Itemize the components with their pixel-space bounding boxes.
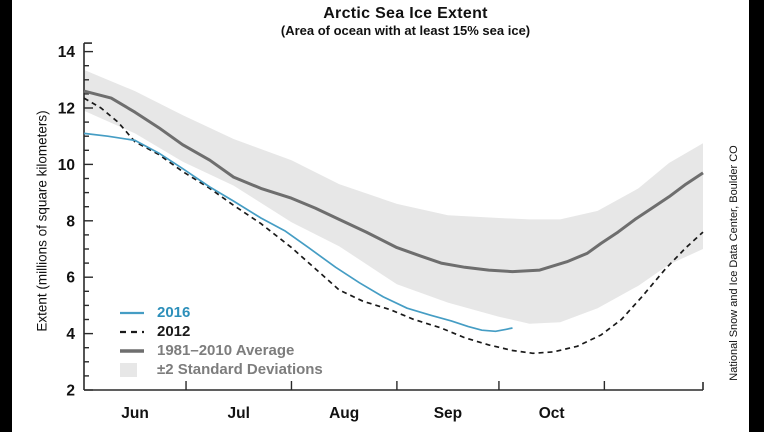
std-dev-band [84,69,703,324]
line-2012 [83,97,704,355]
y-tick-label: 2 [66,383,75,400]
line-2016 [83,132,513,333]
legend-swatch-filled-band [118,362,148,378]
legend-label: ±2 Standard Deviations [157,361,323,378]
y-axis-title: Extent (millions of square kilometers) [34,110,50,332]
chart-title: Arctic Sea Ice Extent [323,5,488,22]
legend-label: 2012 [157,323,191,340]
y-tick-label: 10 [58,157,75,174]
y-tick-label: 6 [66,270,75,287]
chart-canvas: Arctic Sea Ice Extent (Area of ocean wit… [12,0,749,432]
y-tick-label: 14 [58,44,76,61]
legend-swatch-line-thick-gray [118,347,148,355]
legend-swatch-line-dashed-black [118,329,148,335]
legend: 2016 2012 1981–2010 Average ±2 Standard Dev… [118,303,323,379]
average-line [83,89,704,274]
left-letterbox-bar [0,0,12,432]
attribution-note: National Snow and Ice Data Center, Bould… [728,145,740,381]
y-tick-label: 12 [58,101,75,118]
y-tick-label: 4 [66,326,75,343]
chart-subtitle: (Area of ocean with at least 15% sea ice… [280,23,531,38]
legend-label: 2016 [157,304,191,321]
x-month-label: Aug [329,405,359,422]
legend-swatch-line-solid-blue [118,310,148,316]
y-tick-label: 8 [66,213,75,230]
legend-item: ±2 Standard Deviations [118,360,323,379]
x-month-label: Oct [539,405,565,422]
plot-area: 2 4 6 8 10 12 14 Jun Jul Aug Sep Oct [58,42,704,422]
legend-label: 1981–2010 Average [157,342,295,359]
right-letterbox-bar [749,0,764,432]
legend-item: 1981–2010 Average [118,341,323,360]
x-month-label: Jul [228,405,250,422]
legend-item: 2012 [118,322,323,341]
legend-item: 2016 [118,303,323,322]
x-month-label: Jun [121,405,149,422]
x-month-label: Sep [434,405,462,422]
